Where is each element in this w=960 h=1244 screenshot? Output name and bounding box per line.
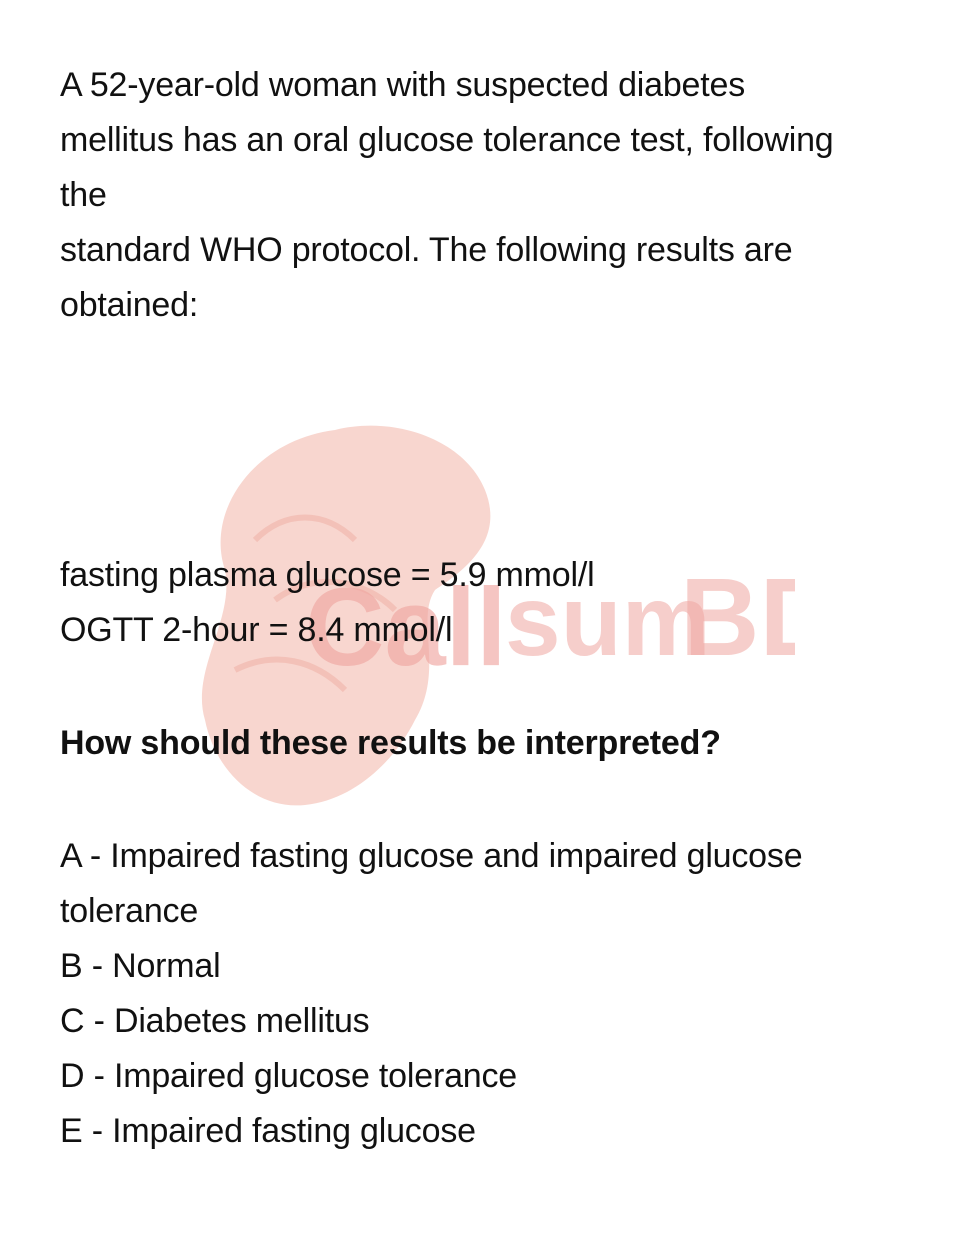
question-document: A 52-year-old woman with suspected diabe… xyxy=(60,58,900,1159)
spacer xyxy=(60,771,900,829)
option-d: D - Impaired glucose tolerance xyxy=(60,1057,518,1095)
spacer xyxy=(60,333,900,548)
ogtt-result: OGTT 2-hour = 8.4 mmol/l xyxy=(60,611,453,649)
fasting-glucose-result: fasting plasma glucose = 5.9 mmol/l xyxy=(60,556,595,594)
answer-options: A - Impaired fasting glucose and impaire… xyxy=(60,829,900,1159)
stem-line: mellitus has an oral glucose tolerance t… xyxy=(60,121,834,159)
stem-line: standard WHO protocol. The following res… xyxy=(60,231,793,269)
stem-line: obtained: xyxy=(60,286,199,324)
option-b: B - Normal xyxy=(60,947,221,985)
stem-line: the xyxy=(60,176,107,214)
spacer xyxy=(60,658,900,716)
option-e: E - Impaired fasting glucose xyxy=(60,1112,476,1150)
lab-results: fasting plasma glucose = 5.9 mmol/l OGTT… xyxy=(60,548,900,658)
option-a: A - Impaired fasting glucose and impaire… xyxy=(60,837,803,875)
question-stem: A 52-year-old woman with suspected diabe… xyxy=(60,58,900,333)
option-a-continued: tolerance xyxy=(60,892,199,930)
stem-line: A 52-year-old woman with suspected diabe… xyxy=(60,66,746,104)
option-c: C - Diabetes mellitus xyxy=(60,1002,370,1040)
question-prompt: How should these results be interpreted? xyxy=(60,724,721,762)
